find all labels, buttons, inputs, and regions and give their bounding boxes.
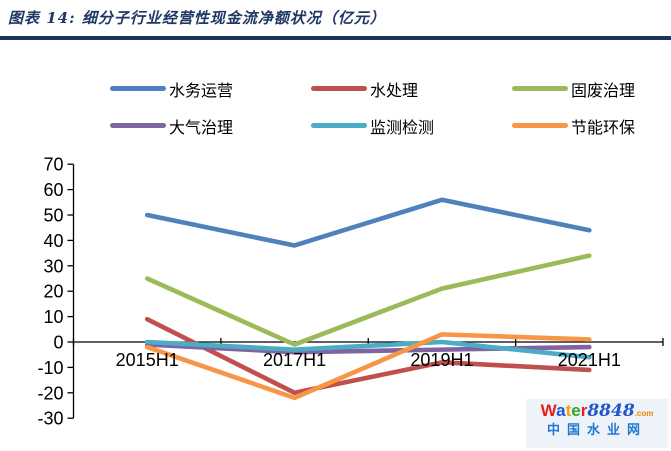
- watermark-letter: t: [565, 401, 572, 420]
- legend-item-5: 节能环保: [512, 107, 670, 144]
- x-axis-label: 2017H1: [263, 350, 326, 370]
- watermark-letter: e: [571, 401, 581, 420]
- y-axis-label: 70: [43, 155, 63, 175]
- y-axis-label: 20: [43, 282, 63, 302]
- series-line-4: [144, 339, 592, 360]
- watermark: Water8848.com 中国水业网: [526, 399, 668, 448]
- legend-item-4: 监测检测: [311, 107, 512, 144]
- x-axis-label: 2015H1: [116, 350, 179, 370]
- legend-item-0: 水务运营: [110, 70, 311, 107]
- series-line-2: [144, 253, 592, 347]
- legend-item-2: 固废治理: [512, 70, 670, 107]
- legend-label: 水处理: [370, 80, 419, 100]
- y-axis-label: 0: [53, 333, 63, 353]
- y-axis-label: 40: [43, 231, 63, 251]
- chart-legend: 水务运营 水处理 固废治理大气治理 监测检测 节能环保: [110, 70, 670, 144]
- y-axis-label: -30: [37, 409, 63, 429]
- watermark-number: 8848: [587, 401, 635, 421]
- legend-swatch-icon: [110, 86, 166, 91]
- watermark-logo: Water8848.com: [526, 401, 668, 421]
- y-axis-label: 50: [43, 206, 63, 226]
- x-axis-label: 2019H1: [410, 350, 473, 370]
- series-line-5: [144, 332, 592, 401]
- y-axis-label: 30: [43, 256, 63, 276]
- y-axis-label: 10: [43, 307, 63, 327]
- legend-label: 大气治理: [169, 117, 234, 137]
- legend-swatch-icon: [512, 123, 568, 128]
- legend-item-1: 水处理: [311, 70, 512, 107]
- x-axis-label: 2021H1: [558, 350, 621, 370]
- watermark-letter: r: [580, 401, 588, 420]
- figure-title: 图表 14: 细分子行业经营性现金流净额状况（亿元）: [8, 9, 386, 27]
- legend-swatch-icon: [311, 123, 367, 128]
- watermark-tld: .com: [634, 409, 654, 418]
- legend-label: 监测检测: [370, 117, 435, 137]
- series-line-1: [144, 316, 592, 396]
- series-line-0: [144, 197, 592, 248]
- y-axis-label: 60: [43, 180, 63, 200]
- watermark-word: Water: [541, 401, 588, 420]
- legend-swatch-icon: [110, 123, 166, 128]
- legend-swatch-icon: [512, 86, 568, 91]
- legend-label: 水务运营: [169, 80, 234, 100]
- legend-swatch-icon: [311, 86, 367, 91]
- legend-label: 固废治理: [571, 80, 636, 100]
- y-axis-label: -10: [37, 358, 63, 378]
- watermark-subtitle: 中国水业网: [546, 421, 647, 437]
- watermark-letter: W: [540, 401, 557, 420]
- title-rule: [0, 36, 671, 40]
- watermark-letter: a: [556, 401, 566, 420]
- legend-label: 节能环保: [571, 117, 636, 137]
- y-axis-label: -20: [37, 383, 63, 403]
- legend-item-3: 大气治理: [110, 107, 311, 144]
